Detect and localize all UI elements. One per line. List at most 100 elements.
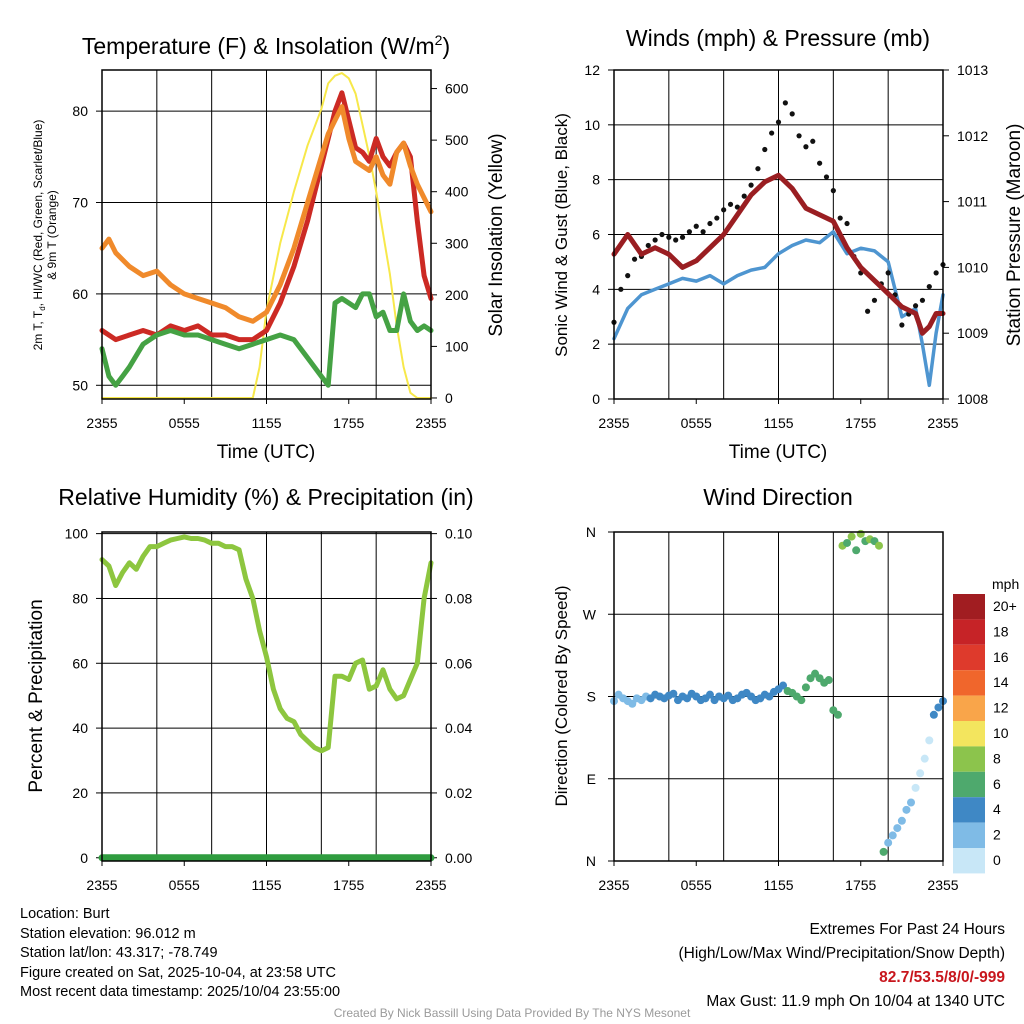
winds-xlabel: Time (UTC) [729, 442, 828, 463]
winds-y2-tick-label: 1008 [957, 391, 988, 407]
humidity-title: Relative Humidity (%) & Precipitation (i… [58, 484, 473, 510]
temperature-y-tick-label: 50 [72, 377, 88, 393]
direction-point [888, 831, 897, 840]
direction-point [934, 703, 943, 712]
humidity-y-tick-label: 0 [80, 850, 88, 866]
winds-x-tick-label: 1155 [763, 415, 793, 431]
humidity-y2-tick-label: 0.00 [445, 850, 472, 866]
direction-border [613, 531, 944, 862]
legend-swatch [953, 771, 985, 798]
winds-gust-point [734, 204, 740, 210]
winds-series-station-pressure [611, 172, 946, 336]
humidity-x-tick-label: 2355 [86, 877, 117, 893]
humidity-y-tick-label: 80 [72, 590, 88, 606]
winds-gust-point [645, 242, 651, 249]
figure-created: Figure created on Sat, 2025-10-04, at 23… [20, 964, 336, 981]
station-latlon: Station lat/lon: 43.317; -78.749 [20, 945, 218, 961]
winds-gust-point [837, 215, 843, 221]
humidity-x-tick-label: 0555 [169, 877, 200, 893]
winds-gust-point [714, 215, 720, 221]
direction-point [879, 847, 888, 856]
temperature-ylabel-right: Solar Insolation (Yellow) [486, 133, 507, 336]
direction-point [852, 546, 861, 555]
humidity-y-tick-label: 100 [65, 526, 89, 542]
winds-y2-tick-label: 1011 [957, 194, 987, 210]
winds-gust-point [782, 100, 788, 106]
legend-swatch [953, 797, 985, 823]
legend-label: 10 [993, 725, 1009, 741]
winds-y-tick-label: 4 [592, 281, 600, 297]
winds-border [613, 69, 944, 400]
direction-y-tick-label: N [586, 853, 596, 869]
humidity-x-tick-label: 2355 [415, 877, 446, 893]
temperature-title: Temperature (F) & Insolation (W/m2) [82, 32, 450, 59]
winds-x-tick-label: 2355 [598, 415, 629, 431]
winds-gust-point [666, 234, 672, 240]
legend-label: 0 [993, 852, 1001, 868]
winds-gust-point [823, 174, 830, 180]
temperature-y2-tick-label: 600 [445, 81, 469, 97]
winds-gust-point [686, 229, 692, 235]
temperature-y2-tick-label: 300 [445, 235, 469, 251]
max-gust: Max Gust: 11.9 mph On 10/04 at 1340 UTC [706, 993, 1005, 1010]
winds-y-tick-label: 2 [592, 336, 600, 352]
winds-y-tick-label: 8 [592, 172, 600, 188]
direction-x-tick-label: 1755 [845, 877, 876, 893]
direction-y-tick-label: E [587, 771, 596, 787]
temperature-ylabel-left: 2m T, Td, HI/WC (Red, Green, Scarlet/Blu… [31, 120, 47, 351]
legend-label: 6 [993, 776, 1001, 792]
legend-swatch [953, 848, 985, 874]
temperature-y-tick-label: 60 [72, 286, 88, 302]
humidity-y-tick-label: 40 [72, 720, 88, 736]
winds-gust-point [721, 207, 727, 213]
winds-gust-point [693, 223, 699, 229]
direction-point [925, 736, 934, 745]
direction-axes: 2355 0555 1155 1755 2355 [598, 532, 959, 893]
direction-point [705, 690, 714, 699]
winds-gust-point [652, 237, 658, 243]
winds-gust-point [919, 297, 926, 303]
legend-title: mph [992, 576, 1019, 592]
winds-y2-tick-label: 1010 [957, 259, 988, 275]
winds-gust-point [618, 286, 624, 292]
temperature-xlabel: Time (UTC) [217, 442, 316, 463]
humidity-y2-tick-label: 0.06 [445, 655, 472, 671]
winds-gust-point [844, 220, 850, 227]
legend-swatch [953, 619, 985, 645]
temperature-y2-tick-label: 400 [445, 184, 469, 200]
direction-point [875, 541, 884, 550]
legend-swatch [953, 695, 985, 721]
direction-point [628, 699, 637, 708]
direction-x-tick-label: 2355 [598, 877, 629, 893]
direction-point [911, 783, 920, 792]
winds-ylabel-right: Station Pressure (Maroon) [1004, 124, 1024, 347]
direction-point [856, 529, 865, 538]
temperature-x-tick-label: 1755 [333, 415, 364, 431]
direction-point [897, 816, 906, 825]
direction-point [824, 676, 833, 685]
winds-y-tick-label: 10 [584, 117, 600, 133]
direction-point [929, 710, 938, 719]
winds-gust-point [741, 193, 747, 199]
winds-gust-point [899, 322, 905, 328]
direction-title: Wind Direction [703, 484, 853, 510]
direction-x-tick-label: 1155 [763, 877, 793, 893]
legend-label: 12 [993, 700, 1009, 716]
station-location: Location: Burt [20, 906, 110, 922]
extremes-values: 82.7/53.5/8/0/-999 [879, 969, 1005, 986]
winds-y-tick-label: 0 [592, 391, 600, 407]
winds-gust-point [789, 111, 795, 117]
winds-gust-point [659, 231, 665, 238]
winds-gust-point [871, 297, 878, 303]
winds-gust-point [775, 119, 782, 125]
recent-timestamp: Most recent data timestamp: 2025/10/04 2… [20, 984, 341, 1000]
winds-gust-point [727, 201, 734, 207]
direction-y-tick-label: S [587, 689, 596, 705]
direction-point [907, 798, 916, 807]
temperature-y2-tick-label: 100 [445, 338, 469, 354]
direction-point [916, 769, 925, 778]
winds-title: Winds (mph) & Pressure (mb) [626, 25, 930, 51]
winds-y2-tick-label: 1012 [957, 128, 988, 144]
legend-label: 18 [993, 623, 1009, 639]
